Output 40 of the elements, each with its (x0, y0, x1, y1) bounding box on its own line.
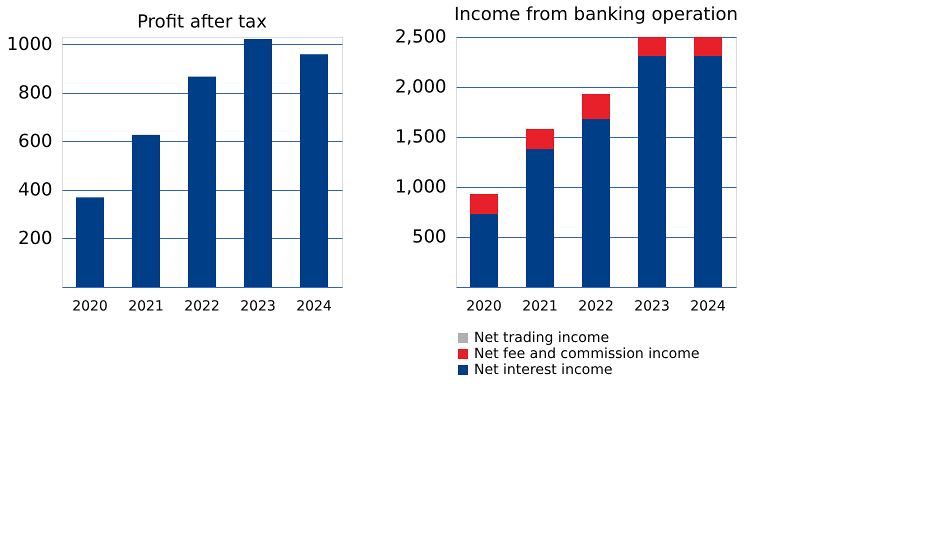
y-tick-label: 600 (18, 130, 52, 152)
legend-label: Net trading income (474, 330, 610, 346)
bar (470, 194, 498, 214)
y-tick-label: 1,000 (394, 176, 446, 198)
chart-title: Profit after tax (137, 11, 268, 32)
y-tick-label: 200 (18, 228, 52, 249)
bar (76, 197, 104, 287)
bar (638, 56, 666, 287)
legend-label: Net fee and commission income (474, 346, 700, 362)
bar (582, 94, 610, 119)
x-tick-label: 2023 (240, 298, 276, 314)
x-tick-label: 2022 (578, 298, 614, 314)
x-tick-label: 2021 (522, 298, 558, 314)
bar (638, 37, 666, 56)
bar (694, 37, 722, 56)
bar (526, 129, 554, 149)
y-tick-label: 1,500 (394, 126, 446, 148)
x-tick-label: 2020 (72, 298, 108, 314)
y-tick-label: 800 (18, 82, 52, 104)
x-tick-label: 2024 (296, 298, 332, 314)
bar (694, 56, 722, 287)
y-tick-label: 2,000 (394, 76, 446, 98)
bar (526, 149, 554, 287)
legend-label: Net interest income (474, 362, 612, 378)
x-tick-label: 2024 (690, 298, 726, 314)
y-tick-label: 400 (18, 179, 52, 200)
y-tick-label: 500 (412, 226, 446, 248)
chart-title: Income from banking operation (454, 4, 738, 25)
y-tick-label: 1000 (6, 34, 52, 55)
bar (470, 214, 498, 287)
x-tick-label: 2022 (184, 298, 220, 314)
bar (244, 38, 272, 287)
x-tick-label: 2020 (466, 298, 502, 314)
x-tick-label: 2023 (634, 298, 670, 314)
bar (188, 76, 216, 287)
y-tick-label: 2,500 (394, 26, 446, 48)
x-tick-label: 2021 (128, 298, 164, 314)
bar (132, 134, 160, 287)
bar (582, 119, 610, 287)
bar (300, 54, 328, 287)
